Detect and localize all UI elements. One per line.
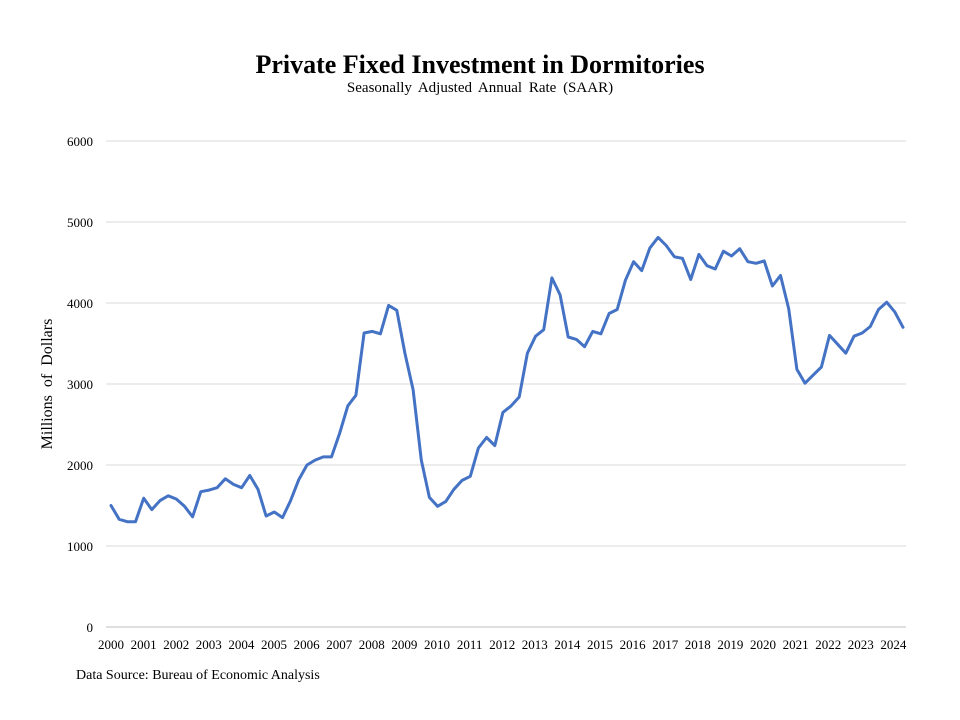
x-tick-label: 2016 xyxy=(620,637,647,652)
x-tick-label: 2004 xyxy=(228,637,255,652)
x-tick-label: 2000 xyxy=(98,637,124,652)
x-tick-label: 2021 xyxy=(783,637,809,652)
y-tick-label: 5000 xyxy=(67,215,93,230)
y-tick-label: 1000 xyxy=(67,539,93,554)
x-tick-label: 2015 xyxy=(587,637,613,652)
y-tick-label: 6000 xyxy=(67,134,93,149)
series-line xyxy=(109,235,905,524)
y-tick-label: 0 xyxy=(87,620,94,635)
x-tick-label: 2002 xyxy=(163,637,189,652)
x-tick-label: 2014 xyxy=(554,637,581,652)
x-tick-label: 2006 xyxy=(294,637,321,652)
y-tick-label: 2000 xyxy=(67,458,93,473)
x-tick-label: 2012 xyxy=(489,637,515,652)
y-tick-label: 4000 xyxy=(67,296,93,311)
y-axis-label: Millions of Dollars xyxy=(39,319,56,450)
x-tick-label: 2018 xyxy=(685,637,711,652)
x-tick-label: 2009 xyxy=(391,637,417,652)
series-group xyxy=(109,235,905,524)
x-tick-label: 2024 xyxy=(880,637,907,652)
x-axis-ticks: 2000 2001 2002 2003 2004 2005 2006 2007 2008 2009… xyxy=(98,637,907,652)
chart-subtitle: Seasonally Adjusted Annual Rate (SAAR) xyxy=(346,80,614,96)
x-tick-label: 2017 xyxy=(652,637,679,652)
x-tick-label: 2011 xyxy=(457,637,483,652)
x-tick-label: 2008 xyxy=(359,637,385,652)
gridlines xyxy=(106,140,906,547)
y-tick-label: 3000 xyxy=(67,377,93,392)
x-tick-label: 2019 xyxy=(717,637,743,652)
x-tick-label: 2003 xyxy=(196,637,222,652)
x-tick-label: 2013 xyxy=(522,637,548,652)
x-tick-label: 2022 xyxy=(815,637,841,652)
x-tick-label: 2001 xyxy=(131,637,157,652)
x-tick-label: 2005 xyxy=(261,637,287,652)
x-tick-label: 2020 xyxy=(750,637,776,652)
chart-title: Private Fixed Investment in Dormitories xyxy=(255,50,705,79)
x-tick-label: 2007 xyxy=(326,637,353,652)
x-tick-label: 2023 xyxy=(848,637,874,652)
y-axis-ticks: 0 1000 2000 3000 4000 5000 6000 xyxy=(67,134,93,635)
data-source: Data Source: Bureau of Economic Analysis xyxy=(76,668,320,683)
x-tick-label: 2010 xyxy=(424,637,450,652)
